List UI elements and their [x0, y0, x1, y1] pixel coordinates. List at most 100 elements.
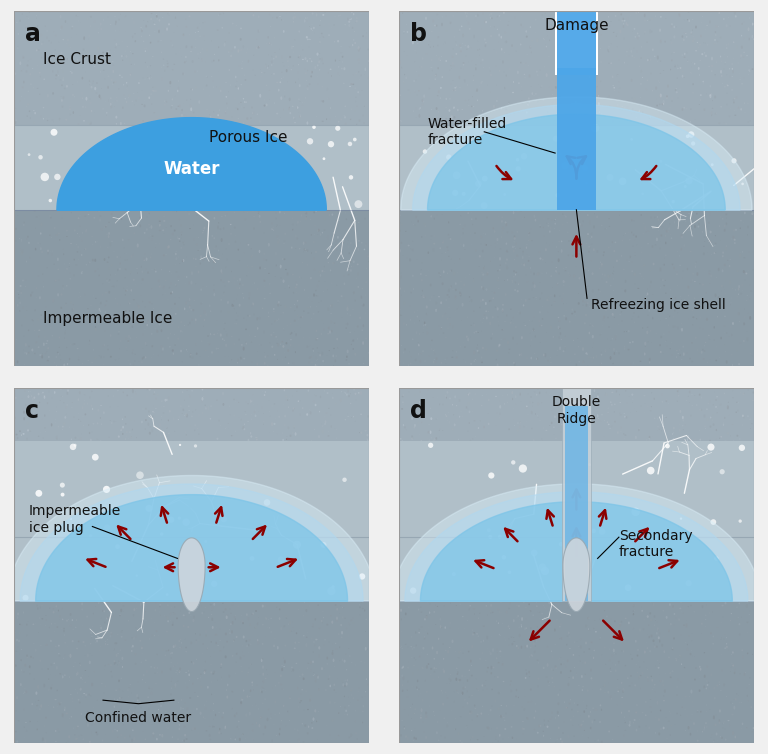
Ellipse shape: [296, 284, 298, 286]
Ellipse shape: [17, 304, 18, 307]
Polygon shape: [57, 118, 326, 210]
Ellipse shape: [227, 450, 229, 452]
Ellipse shape: [455, 351, 457, 353]
Ellipse shape: [306, 36, 308, 38]
Ellipse shape: [438, 638, 439, 640]
Ellipse shape: [692, 324, 694, 326]
Ellipse shape: [39, 354, 41, 356]
Ellipse shape: [666, 95, 668, 97]
Ellipse shape: [430, 475, 432, 477]
Ellipse shape: [318, 688, 319, 691]
Ellipse shape: [71, 527, 72, 530]
Ellipse shape: [15, 731, 16, 732]
Ellipse shape: [475, 393, 476, 396]
Ellipse shape: [650, 410, 651, 411]
Ellipse shape: [484, 682, 485, 683]
Ellipse shape: [482, 287, 484, 290]
Ellipse shape: [564, 419, 566, 421]
Ellipse shape: [105, 600, 108, 602]
Ellipse shape: [420, 440, 422, 441]
Ellipse shape: [217, 225, 219, 229]
Ellipse shape: [188, 503, 190, 504]
Ellipse shape: [657, 426, 659, 428]
Ellipse shape: [738, 363, 740, 366]
Ellipse shape: [290, 323, 292, 324]
Ellipse shape: [406, 55, 407, 56]
Ellipse shape: [733, 238, 735, 241]
Ellipse shape: [305, 242, 306, 244]
Ellipse shape: [125, 16, 127, 17]
Ellipse shape: [709, 20, 711, 23]
Ellipse shape: [424, 536, 425, 538]
Ellipse shape: [154, 609, 156, 611]
Ellipse shape: [81, 602, 83, 605]
Ellipse shape: [455, 41, 456, 42]
Ellipse shape: [411, 730, 412, 731]
Ellipse shape: [621, 650, 623, 651]
Ellipse shape: [644, 19, 646, 22]
Ellipse shape: [548, 681, 549, 683]
Ellipse shape: [426, 518, 429, 520]
Ellipse shape: [264, 268, 266, 269]
Ellipse shape: [175, 313, 177, 315]
Ellipse shape: [535, 219, 536, 222]
Ellipse shape: [415, 445, 417, 446]
Ellipse shape: [286, 396, 287, 397]
Ellipse shape: [204, 607, 207, 608]
Ellipse shape: [535, 19, 536, 20]
Ellipse shape: [436, 14, 439, 15]
Ellipse shape: [266, 67, 268, 69]
Ellipse shape: [237, 362, 238, 363]
Bar: [15, 442, 369, 601]
Ellipse shape: [66, 347, 68, 348]
Circle shape: [714, 556, 719, 561]
Ellipse shape: [739, 308, 740, 310]
Ellipse shape: [48, 679, 49, 680]
Ellipse shape: [419, 483, 421, 486]
Ellipse shape: [692, 279, 693, 281]
Ellipse shape: [498, 707, 500, 710]
Ellipse shape: [708, 335, 710, 336]
Ellipse shape: [362, 705, 364, 707]
Ellipse shape: [655, 452, 657, 455]
Ellipse shape: [499, 257, 501, 261]
Ellipse shape: [281, 667, 283, 671]
Ellipse shape: [304, 20, 306, 23]
Ellipse shape: [624, 107, 626, 108]
Ellipse shape: [554, 18, 556, 20]
Ellipse shape: [670, 26, 672, 27]
Ellipse shape: [661, 455, 664, 457]
Ellipse shape: [561, 299, 563, 302]
Ellipse shape: [202, 412, 203, 414]
Ellipse shape: [492, 452, 494, 455]
Ellipse shape: [533, 439, 535, 442]
Ellipse shape: [440, 302, 442, 304]
Ellipse shape: [175, 108, 177, 110]
Ellipse shape: [687, 488, 689, 491]
Ellipse shape: [680, 67, 681, 69]
Ellipse shape: [80, 438, 81, 440]
Ellipse shape: [81, 449, 83, 451]
Ellipse shape: [558, 694, 559, 696]
Ellipse shape: [120, 262, 121, 265]
Ellipse shape: [244, 461, 246, 464]
Ellipse shape: [678, 519, 680, 520]
Ellipse shape: [55, 74, 57, 76]
Ellipse shape: [481, 405, 482, 406]
Ellipse shape: [429, 299, 431, 301]
Ellipse shape: [486, 478, 488, 479]
Ellipse shape: [179, 416, 180, 418]
Ellipse shape: [620, 414, 622, 415]
Ellipse shape: [611, 63, 612, 64]
Ellipse shape: [153, 510, 154, 512]
Ellipse shape: [528, 101, 531, 103]
Ellipse shape: [715, 360, 717, 361]
Ellipse shape: [133, 299, 135, 300]
Ellipse shape: [229, 455, 230, 456]
Ellipse shape: [632, 341, 634, 343]
Ellipse shape: [207, 524, 208, 526]
Ellipse shape: [530, 443, 531, 444]
Ellipse shape: [690, 733, 691, 736]
Ellipse shape: [433, 350, 435, 351]
Ellipse shape: [308, 362, 310, 363]
